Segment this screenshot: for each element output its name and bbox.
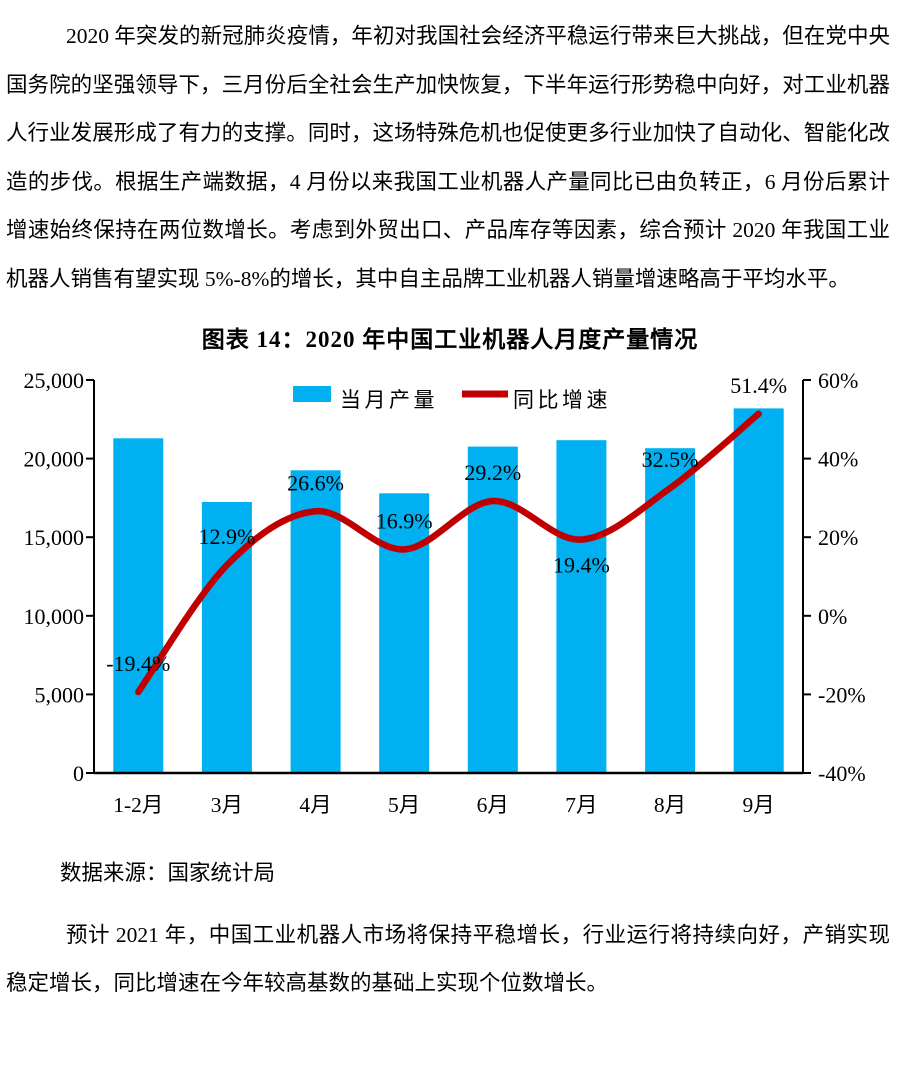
line-data-label: -19.4% [106,651,170,676]
line-data-label: 19.4% [553,552,610,577]
x-category-label: 5月 [388,793,420,817]
legend-bar-label: 当月产量 [340,388,438,412]
data-source-note: 数据来源：国家统计局 [60,860,276,885]
bar-8月 [645,447,696,773]
y-right-tick-label: 40% [818,446,858,471]
y-left-tick-label: 15,000 [24,525,85,550]
line-data-label: 29.2% [464,460,521,485]
legend-bar-swatch [293,385,331,402]
line-data-label: 16.9% [376,508,433,533]
line-data-label: 12.9% [199,524,256,549]
chart-canvas: 0 5,000 10,000 15,000 20,000 25,000 -40% -20% 0%… [24,368,866,817]
y-left-tick-label: 20,000 [24,446,85,471]
y-right-tick-label: 0% [818,603,847,628]
line-data-label: 26.6% [287,470,344,495]
x-category-label: 9月 [743,793,775,817]
bar-9月 [733,407,784,773]
x-category-label: 7月 [565,793,597,817]
production-chart: 0 5,000 10,000 15,000 20,000 25,000 -40% -20% 0%… [0,360,900,830]
line-data-label: 32.5% [642,447,699,472]
y-right-tick-label: -40% [818,761,866,786]
x-category-label: 6月 [477,793,509,817]
y-left-tick-label: 10,000 [24,603,85,628]
y-right-tick-label: -20% [818,682,866,707]
y-left-tick-label: 25,000 [24,368,85,393]
yoy-growth-line [135,410,762,695]
y-left-tick-label: 0 [73,761,84,786]
bar-7月 [556,439,607,773]
bar-1-2月 [113,437,164,773]
bar-5月 [379,492,430,773]
x-category-label: 8月 [654,793,686,817]
paragraph-intro: 2020 年突发的新冠肺炎疫情，年初对我国社会经济平稳运行带来巨大挑战，但在党中… [6,24,890,291]
line-data-label: 51.4% [730,372,787,397]
paragraph-outlook: 预计 2021 年，中国工业机器人市场将保持平稳增长，行业运行将持续向好，产销实… [6,922,890,996]
y-right-tick-label: 20% [818,525,858,550]
bar-4月 [290,469,341,773]
report-page: 2020 年突发的新冠肺炎疫情，年初对我国社会经济平稳运行带来巨大挑战，但在党中… [0,12,900,1085]
legend-line-label: 同比增速 [513,388,611,412]
bar-6月 [467,446,518,773]
chart-caption: 图表 14：2020 年中国工业机器人月度产量情况 [201,326,699,352]
y-left-tick-label: 5,000 [35,682,85,707]
x-category-label: 1-2月 [113,793,163,817]
x-category-label: 3月 [211,793,243,817]
y-right-tick-label: 60% [818,368,858,393]
x-category-label: 4月 [299,793,331,817]
